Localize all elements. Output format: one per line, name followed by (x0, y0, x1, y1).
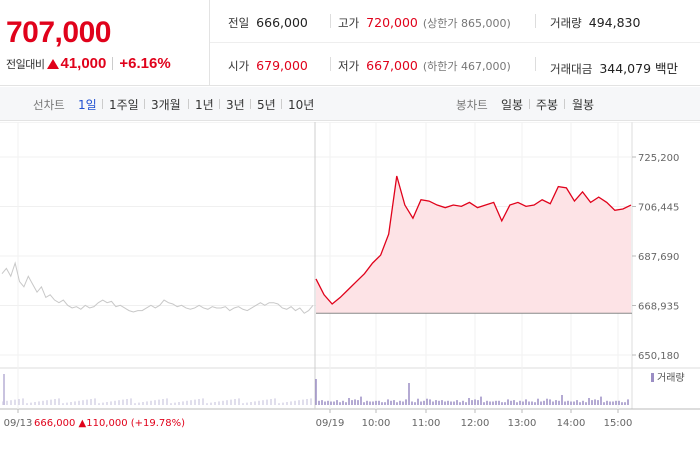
divider (535, 14, 536, 28)
price-chart-svg: 725,200 706,445 687,690 668,935 650,180 09/13… (0, 121, 700, 429)
stats-row-1: 전일 666,000 고가 720,000 (상한가 865,000) 거래량 … (210, 0, 700, 43)
stat-value: 679,000 (256, 58, 308, 73)
stat-value: 666,000 (256, 15, 308, 30)
y-tick-label: 687,690 (638, 252, 679, 263)
divider (330, 14, 331, 28)
range-10y-button[interactable]: 10년 (288, 98, 315, 112)
chart-toolbar: 선차트 1일 1주일 3개월 1년 3년 5년 10년 봉차트 일봉 주봉 월봉 (0, 87, 700, 121)
quote-header: 707,000 전일대비 41,000 +6.16% 전일 666,000 고가… (0, 0, 700, 86)
price-chart: 725,200 706,445 687,690 668,935 650,180 09/13… (0, 121, 700, 450)
y-tick-label: 706,445 (638, 203, 679, 214)
stat-value: 494,830 (588, 15, 641, 30)
chart-axes: 725,200 706,445 687,690 668,935 650,180 09/13… (4, 153, 685, 429)
candle-weekly-button[interactable]: 주봉 (536, 98, 559, 112)
divider (330, 57, 331, 71)
change-label: 전일대비 (6, 58, 45, 71)
x-tick-label: 09/13 (4, 418, 33, 429)
stat-open: 시가 679,000 (228, 58, 308, 74)
x-tick-label: 09/19 (316, 418, 345, 429)
current-price: 707,000 (6, 16, 111, 49)
stat-value: 667,000 (366, 58, 418, 73)
range-1w-button[interactable]: 1주일 (109, 98, 139, 112)
stat-prev-close: 전일 666,000 (228, 15, 308, 31)
y-tick-label: 650,180 (638, 351, 679, 362)
stat-label: 거래량 (550, 16, 582, 30)
price-summary: 707,000 전일대비 41,000 +6.16% (0, 0, 210, 86)
volume-bars (2, 374, 629, 405)
divider (564, 99, 565, 109)
stat-label: 시가 (228, 59, 250, 73)
history-line (1, 261, 314, 314)
x-tick-label: 12:00 (461, 418, 490, 429)
x-tick-label: 13:00 (508, 418, 537, 429)
x-tick-label: 11:00 (412, 418, 441, 429)
candle-daily-button[interactable]: 일봉 (501, 98, 524, 112)
candle-monthly-button[interactable]: 월봉 (572, 98, 595, 112)
divider (535, 57, 536, 71)
stat-label: 전일 (228, 16, 250, 30)
stat-value: 344,079 백만 (599, 61, 678, 76)
prev-info-label: 666,000 ▲110,000 (+19.78%) (34, 418, 185, 429)
divider (144, 99, 145, 109)
up-triangle-icon (47, 58, 60, 69)
stat-sub: (하한가 467,000) (422, 60, 511, 73)
divider (219, 99, 220, 109)
stat-value: 720,000 (366, 15, 418, 30)
candle-chart-label: 봉차트 (456, 98, 488, 112)
volume-legend-label: 거래량 (657, 372, 685, 384)
line-chart-label: 선차트 (33, 98, 65, 112)
range-3m-button[interactable]: 3개월 (151, 98, 181, 112)
stat-label: 고가 (338, 16, 360, 30)
range-5y-button[interactable]: 5년 (257, 98, 276, 112)
divider (281, 99, 282, 109)
divider (112, 57, 114, 70)
divider (102, 99, 103, 109)
divider (529, 99, 530, 109)
x-tick-label: 14:00 (557, 418, 586, 429)
x-tick-label: 10:00 (362, 418, 391, 429)
x-tick-label: 15:00 (604, 418, 633, 429)
stat-low: 저가 667,000 (하한가 467,000) (338, 58, 511, 74)
intraday-series (315, 175, 632, 314)
stat-label: 저가 (338, 59, 360, 73)
volume-legend-swatch (651, 373, 654, 382)
quote-stats: 전일 666,000 고가 720,000 (상한가 865,000) 거래량 … (210, 0, 700, 86)
change-value: 41,000 (60, 55, 107, 72)
range-3y-button[interactable]: 3년 (226, 98, 245, 112)
stat-label: 거래대금 (550, 62, 593, 76)
divider (250, 99, 251, 109)
history-series (1, 261, 314, 314)
intraday-area (316, 176, 631, 314)
divider (188, 99, 189, 109)
price-change-row: 전일대비 41,000 +6.16% (6, 55, 171, 72)
y-tick-label: 725,200 (638, 153, 679, 164)
range-1y-button[interactable]: 1년 (195, 98, 214, 112)
stats-row-2: 시가 679,000 저가 667,000 (하한가 467,000) 거래대금… (210, 43, 700, 86)
stat-high: 고가 720,000 (상한가 865,000) (338, 15, 511, 31)
y-tick-label: 668,935 (638, 302, 679, 313)
range-1d-button[interactable]: 1일 (78, 98, 97, 112)
stat-trade-value: 거래대금 344,079 백만 (550, 58, 678, 77)
intraday-line (315, 175, 632, 305)
stat-volume: 거래량 494,830 (550, 15, 640, 31)
change-percent: +6.16% (119, 55, 171, 72)
stat-sub: (상한가 865,000) (422, 17, 511, 30)
